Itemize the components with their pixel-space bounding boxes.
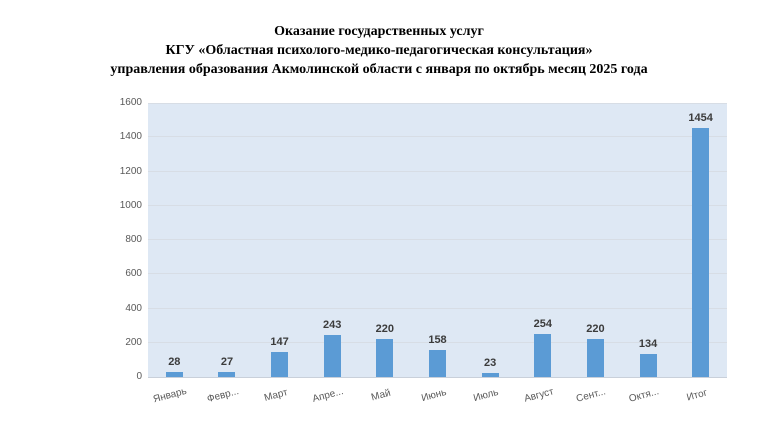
x-axis-tick-Март: Март — [262, 387, 289, 404]
x-axis-tick-Май: Май — [369, 387, 392, 404]
gridline-1400 — [148, 136, 727, 138]
gridline-1600 — [148, 103, 727, 104]
bar-Апре... — [323, 335, 341, 377]
chart-title: Оказание государственных услуг КГУ «Обла… — [0, 22, 758, 79]
bar-Август — [534, 334, 552, 377]
data-label-Апре...: 243 — [323, 319, 342, 331]
data-label-Февр...: 27 — [220, 356, 234, 368]
data-label-Сент...: 220 — [586, 323, 605, 335]
gridline-400 — [148, 307, 727, 309]
chart-title-line-3: управления образования Акмолинской облас… — [110, 62, 648, 77]
data-label-Май: 220 — [375, 323, 395, 335]
x-axis-tick-Июль: Июль — [472, 386, 500, 405]
gridline-200 — [148, 341, 727, 343]
x-axis-tick-Октя...: Октя... — [627, 386, 661, 405]
y-axis-tick-1000: 1000 — [119, 199, 142, 211]
x-axis-tick-Итог: Итог — [685, 387, 709, 404]
y-axis-tick-0: 0 — [136, 371, 142, 382]
bar-Октя... — [639, 354, 657, 377]
gridline-600 — [148, 273, 727, 275]
data-label-Октя...: 134 — [638, 338, 658, 350]
x-axis-tick-Апре...: Апре... — [311, 386, 345, 405]
x-axis-labels: Январь Февр... Март Апре... Май Июнь Июль Авгус… — [148, 380, 727, 426]
gridline-1200 — [148, 170, 727, 172]
x-axis-tick-Январь: Январь — [152, 385, 189, 406]
x-axis-tick-Июнь: Июнь — [419, 386, 448, 405]
y-axis-tick-400: 400 — [125, 302, 142, 314]
x-axis-tick-Сент...: Сент... — [575, 386, 608, 405]
bar-Февр... — [218, 372, 236, 377]
bar-Итог — [692, 128, 710, 377]
data-label-Июнь: 158 — [428, 334, 447, 346]
y-axis-tick-800: 800 — [125, 234, 142, 245]
bar-Сент... — [586, 339, 604, 377]
gridline-800 — [148, 239, 727, 240]
chart-title-line-1: Оказание государственных услуг — [274, 24, 484, 39]
data-label-Январь: 28 — [168, 356, 181, 368]
bar-Июнь — [429, 350, 446, 377]
data-label-Июль: 23 — [484, 357, 497, 369]
data-label-Август: 254 — [533, 318, 552, 330]
y-axis-tick-1200: 1200 — [119, 165, 142, 177]
y-axis-tick-600: 600 — [125, 268, 142, 280]
bar-Май — [376, 339, 394, 377]
y-axis-tick-200: 200 — [125, 336, 142, 348]
bar-Март — [271, 352, 289, 377]
y-axis-tick-1600: 1600 — [119, 97, 142, 108]
data-label-Март: 147 — [270, 336, 289, 348]
x-axis-tick-Февр...: Февр... — [205, 385, 241, 406]
gridline-1000 — [148, 204, 727, 206]
data-label-Итог: 1454 — [688, 112, 713, 124]
x-axis-tick-Август: Август — [522, 386, 555, 405]
plot-area: 28 27 147 243 220 158 23 254 220 134 1454 — [148, 103, 727, 378]
chart-title-line-2: КГУ «Областная психолого-медико-педагоги… — [165, 43, 593, 58]
bar-Январь — [165, 372, 183, 377]
bar-Июль — [481, 373, 499, 377]
y-axis-tick-1400: 1400 — [119, 131, 142, 143]
